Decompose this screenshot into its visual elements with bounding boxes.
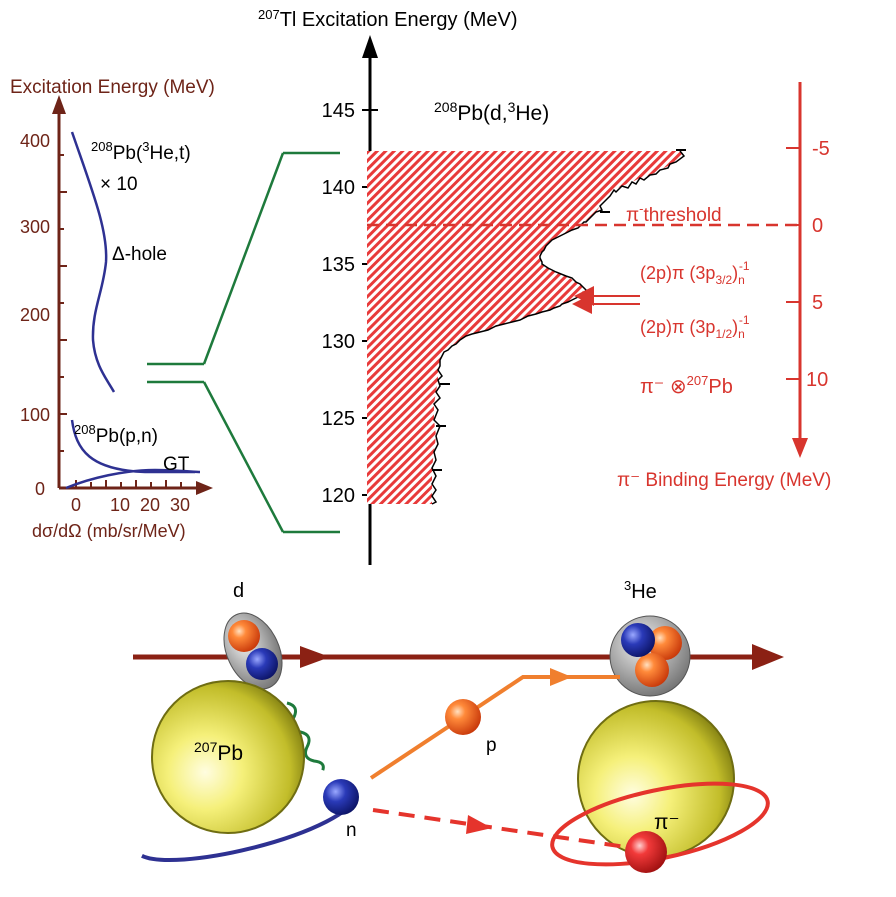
pn-label: 208Pb(p,n): [74, 422, 158, 447]
main-y-tick-label: 125: [322, 408, 355, 430]
pion-orbit: [550, 781, 770, 867]
he3-proton: [648, 626, 682, 660]
left-y-title: Excitation Energy (MeV): [10, 77, 215, 98]
left-y-tick-label: 300: [20, 217, 50, 237]
binding-tick-label: 5: [812, 292, 823, 314]
main-y-arrow: [362, 35, 378, 58]
main-y-tick-label: 140: [322, 177, 355, 199]
binding-tick-label: 10: [806, 369, 828, 391]
proton-ball: [445, 699, 481, 735]
left-y-arrow: [52, 95, 66, 114]
main-panel: 207Tl Excitation Energy (MeV) 145 140 13…: [258, 7, 831, 565]
binding-title: π⁻ Binding Energy (MeV): [617, 470, 831, 491]
he3t-curve: [70, 131, 116, 393]
gt-curve: [65, 468, 201, 490]
left-y-tick-marks: [59, 154, 67, 489]
binding-tick-label: -5: [812, 138, 830, 160]
main-axis-title: 207Tl Excitation Energy (MeV): [258, 7, 518, 31]
pion-ball: [625, 831, 667, 873]
main-y-tick-label: 130: [322, 331, 355, 353]
pion-path: [372, 808, 627, 849]
left-y-tick-label: 100: [20, 405, 50, 425]
main-y-tick-label: 120: [322, 485, 355, 507]
beam-arrow-end: [752, 644, 784, 670]
range-connectors: [147, 151, 340, 534]
left-x-tick-label: 30: [170, 495, 190, 515]
left-panel: Excitation Energy (MeV) 0 100 200 300 40…: [10, 77, 340, 541]
he3-proton: [635, 653, 669, 687]
left-x-arrow: [196, 481, 213, 495]
pi-product-label: π⁻ ⊗207Pb: [640, 373, 733, 398]
spectrum-fill: [367, 151, 684, 504]
he3-label: 3He: [624, 578, 657, 603]
gt-label: GT: [163, 454, 190, 475]
main-y-tick-label: 145: [322, 100, 355, 122]
left-x-tick-label: 10: [110, 495, 130, 515]
left-x-tick-label: 20: [140, 495, 160, 515]
deuteron-neutron: [246, 648, 278, 680]
pion-arrow: [466, 815, 492, 834]
deuteron-label: d: [233, 580, 244, 602]
binding-tick-marks: [786, 147, 800, 380]
threshold-label: π-threshold: [626, 201, 722, 226]
he3-neutron: [621, 623, 655, 657]
pion-label: π⁻: [654, 811, 680, 834]
he3t-label: 208Pb(3He,t): [91, 139, 191, 164]
neutron-label: n: [346, 820, 357, 841]
left-y-tick-label: 0: [35, 479, 45, 499]
state1-label: (2p)π (3p3/2)n-1: [640, 259, 750, 287]
threshold-pi: π: [626, 205, 639, 226]
binding-arrow: [792, 438, 808, 458]
proton-arrow: [550, 668, 572, 686]
reaction-diagram: d 3He 207Pb n π⁻ p: [133, 578, 784, 873]
left-x-title: dσ/dΩ (mb/sr/MeV): [32, 521, 186, 541]
left-x-tick-label: 0: [71, 495, 81, 515]
reaction-label: 208Pb(d,3He): [434, 99, 549, 125]
deuteron-proton: [228, 620, 260, 652]
neutron-ball: [323, 779, 359, 815]
main-y-tick-label: 135: [322, 254, 355, 276]
left-y-tick-label: 400: [20, 131, 50, 151]
proton-label: p: [486, 735, 497, 756]
binding-tick-label: 0: [812, 215, 823, 237]
delta-hole-label: Δ-hole: [112, 244, 167, 265]
pb207-label: 207Pb: [194, 739, 243, 765]
wavy-line: [286, 701, 325, 771]
scale-label: × 10: [100, 174, 138, 195]
state2-label: (2p)π (3p1/2)n-1: [640, 313, 750, 341]
left-y-tick-label: 200: [20, 305, 50, 325]
pb207-nucleus-left: [151, 680, 305, 834]
beam-arrow-mid: [300, 646, 330, 668]
